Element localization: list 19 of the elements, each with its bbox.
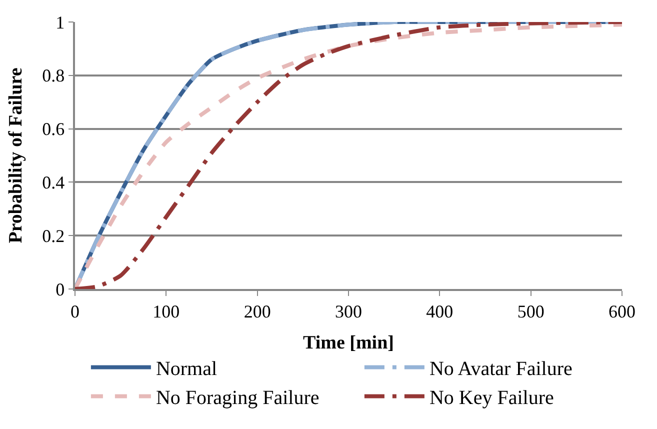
- x-tick-label: 500: [517, 301, 544, 322]
- x-tick-label: 600: [608, 301, 636, 322]
- legend-label: No Avatar Failure: [429, 358, 572, 380]
- legend-label: No Key Failure: [429, 387, 554, 410]
- x-tick-label: 300: [335, 301, 362, 322]
- y-axis-title: Probability of Failure: [6, 68, 26, 244]
- y-tick-label: 0.4: [42, 172, 65, 192]
- y-tick-label: 0.6: [42, 119, 65, 140]
- x-tick-label: 400: [426, 301, 454, 322]
- y-tick-label: 0: [56, 279, 65, 300]
- y-tick-label: 0.2: [42, 226, 65, 246]
- x-tick-label: 100: [152, 301, 180, 322]
- legend-label: Normal: [156, 358, 218, 380]
- legend-label: No Foraging Failure: [156, 387, 320, 410]
- y-tick-label: 1: [56, 12, 65, 32]
- x-tick-label: 200: [244, 301, 271, 322]
- y-tick-label: 0.8: [42, 66, 65, 86]
- x-axis-title: Time [min]: [303, 332, 394, 354]
- x-tick-label: 0: [70, 301, 80, 322]
